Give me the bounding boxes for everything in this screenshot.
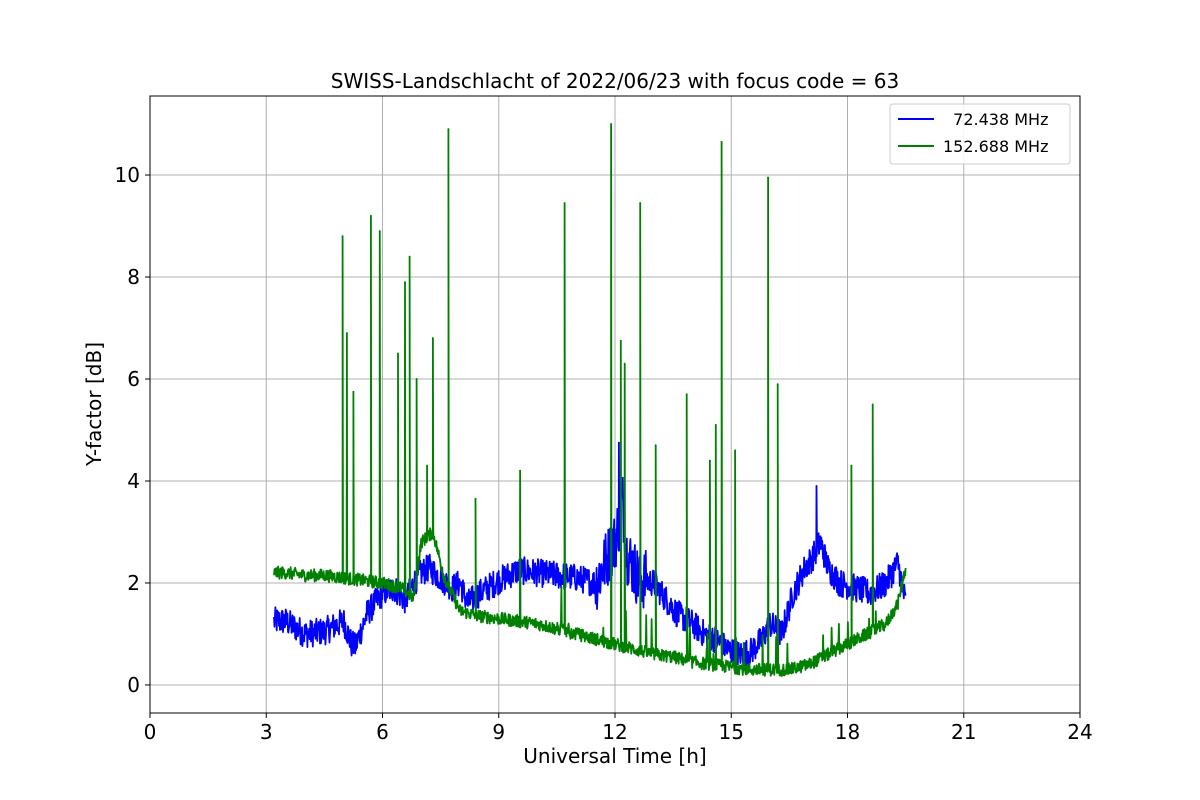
spike-peak — [734, 449, 737, 452]
spike-peak — [776, 383, 779, 386]
spike-peak — [871, 403, 874, 406]
y-tick-label: 10 — [115, 163, 140, 187]
spike-peak — [341, 235, 344, 238]
spike-peak — [714, 423, 717, 426]
spike-peak — [447, 128, 450, 131]
y-tick-label: 8 — [127, 265, 140, 289]
spike-peak — [685, 393, 688, 396]
y-tick-label: 4 — [127, 469, 140, 493]
y-tick-label: 2 — [127, 571, 140, 595]
x-tick-label: 21 — [951, 720, 976, 744]
spike-peak — [767, 176, 769, 179]
series-line-72mhz — [273, 441, 907, 668]
spike-peak — [474, 497, 477, 500]
spike-peak — [369, 214, 372, 217]
spike-peak — [850, 464, 853, 467]
x-axis-label: Universal Time [h] — [523, 744, 706, 768]
spike-peak — [345, 332, 348, 335]
x-tick-label: 24 — [1067, 720, 1092, 744]
x-tick-label: 18 — [835, 720, 860, 744]
x-tick-label: 9 — [492, 720, 505, 744]
spike-peak — [617, 441, 620, 444]
y-tick-label: 0 — [127, 673, 140, 697]
spike-peak — [563, 202, 566, 204]
spike-peak — [619, 339, 622, 342]
spike-peak — [408, 255, 411, 258]
spike-peak — [610, 123, 613, 125]
spike-peak — [352, 390, 355, 393]
chart-title: SWISS-Landschlacht of 2022/06/23 with fo… — [331, 69, 899, 93]
spike-peak — [623, 362, 626, 365]
legend-box — [889, 103, 1071, 165]
x-tick-label: 0 — [144, 720, 157, 744]
y-tick-label: 6 — [127, 367, 140, 391]
spike-peak — [654, 444, 657, 447]
spike-peak — [415, 378, 418, 380]
spike-peak — [404, 281, 406, 284]
x-tick-label: 15 — [719, 720, 744, 744]
x-tick-label: 3 — [260, 720, 273, 744]
spike-peak — [426, 464, 428, 467]
spike-peak — [720, 140, 723, 143]
spike-peak — [378, 230, 381, 233]
legend-label-152mhz: 152.688 MHz — [943, 137, 1048, 156]
legend-label-72mhz: 72.438 MHz — [943, 110, 1048, 129]
spike-peak — [397, 352, 399, 355]
legend: 72.438 MHz 152.688 MHz — [889, 103, 1071, 165]
spike-peak — [639, 202, 642, 204]
spike-peak — [519, 469, 521, 472]
spike-peak — [709, 459, 711, 462]
spike-peak — [815, 485, 818, 487]
x-tick-label: 6 — [376, 720, 389, 744]
y-axis-label: Y-factor [dB] — [82, 342, 106, 467]
x-tick-label: 12 — [602, 720, 627, 744]
spike-peak — [431, 337, 434, 340]
plot-series — [273, 123, 907, 677]
